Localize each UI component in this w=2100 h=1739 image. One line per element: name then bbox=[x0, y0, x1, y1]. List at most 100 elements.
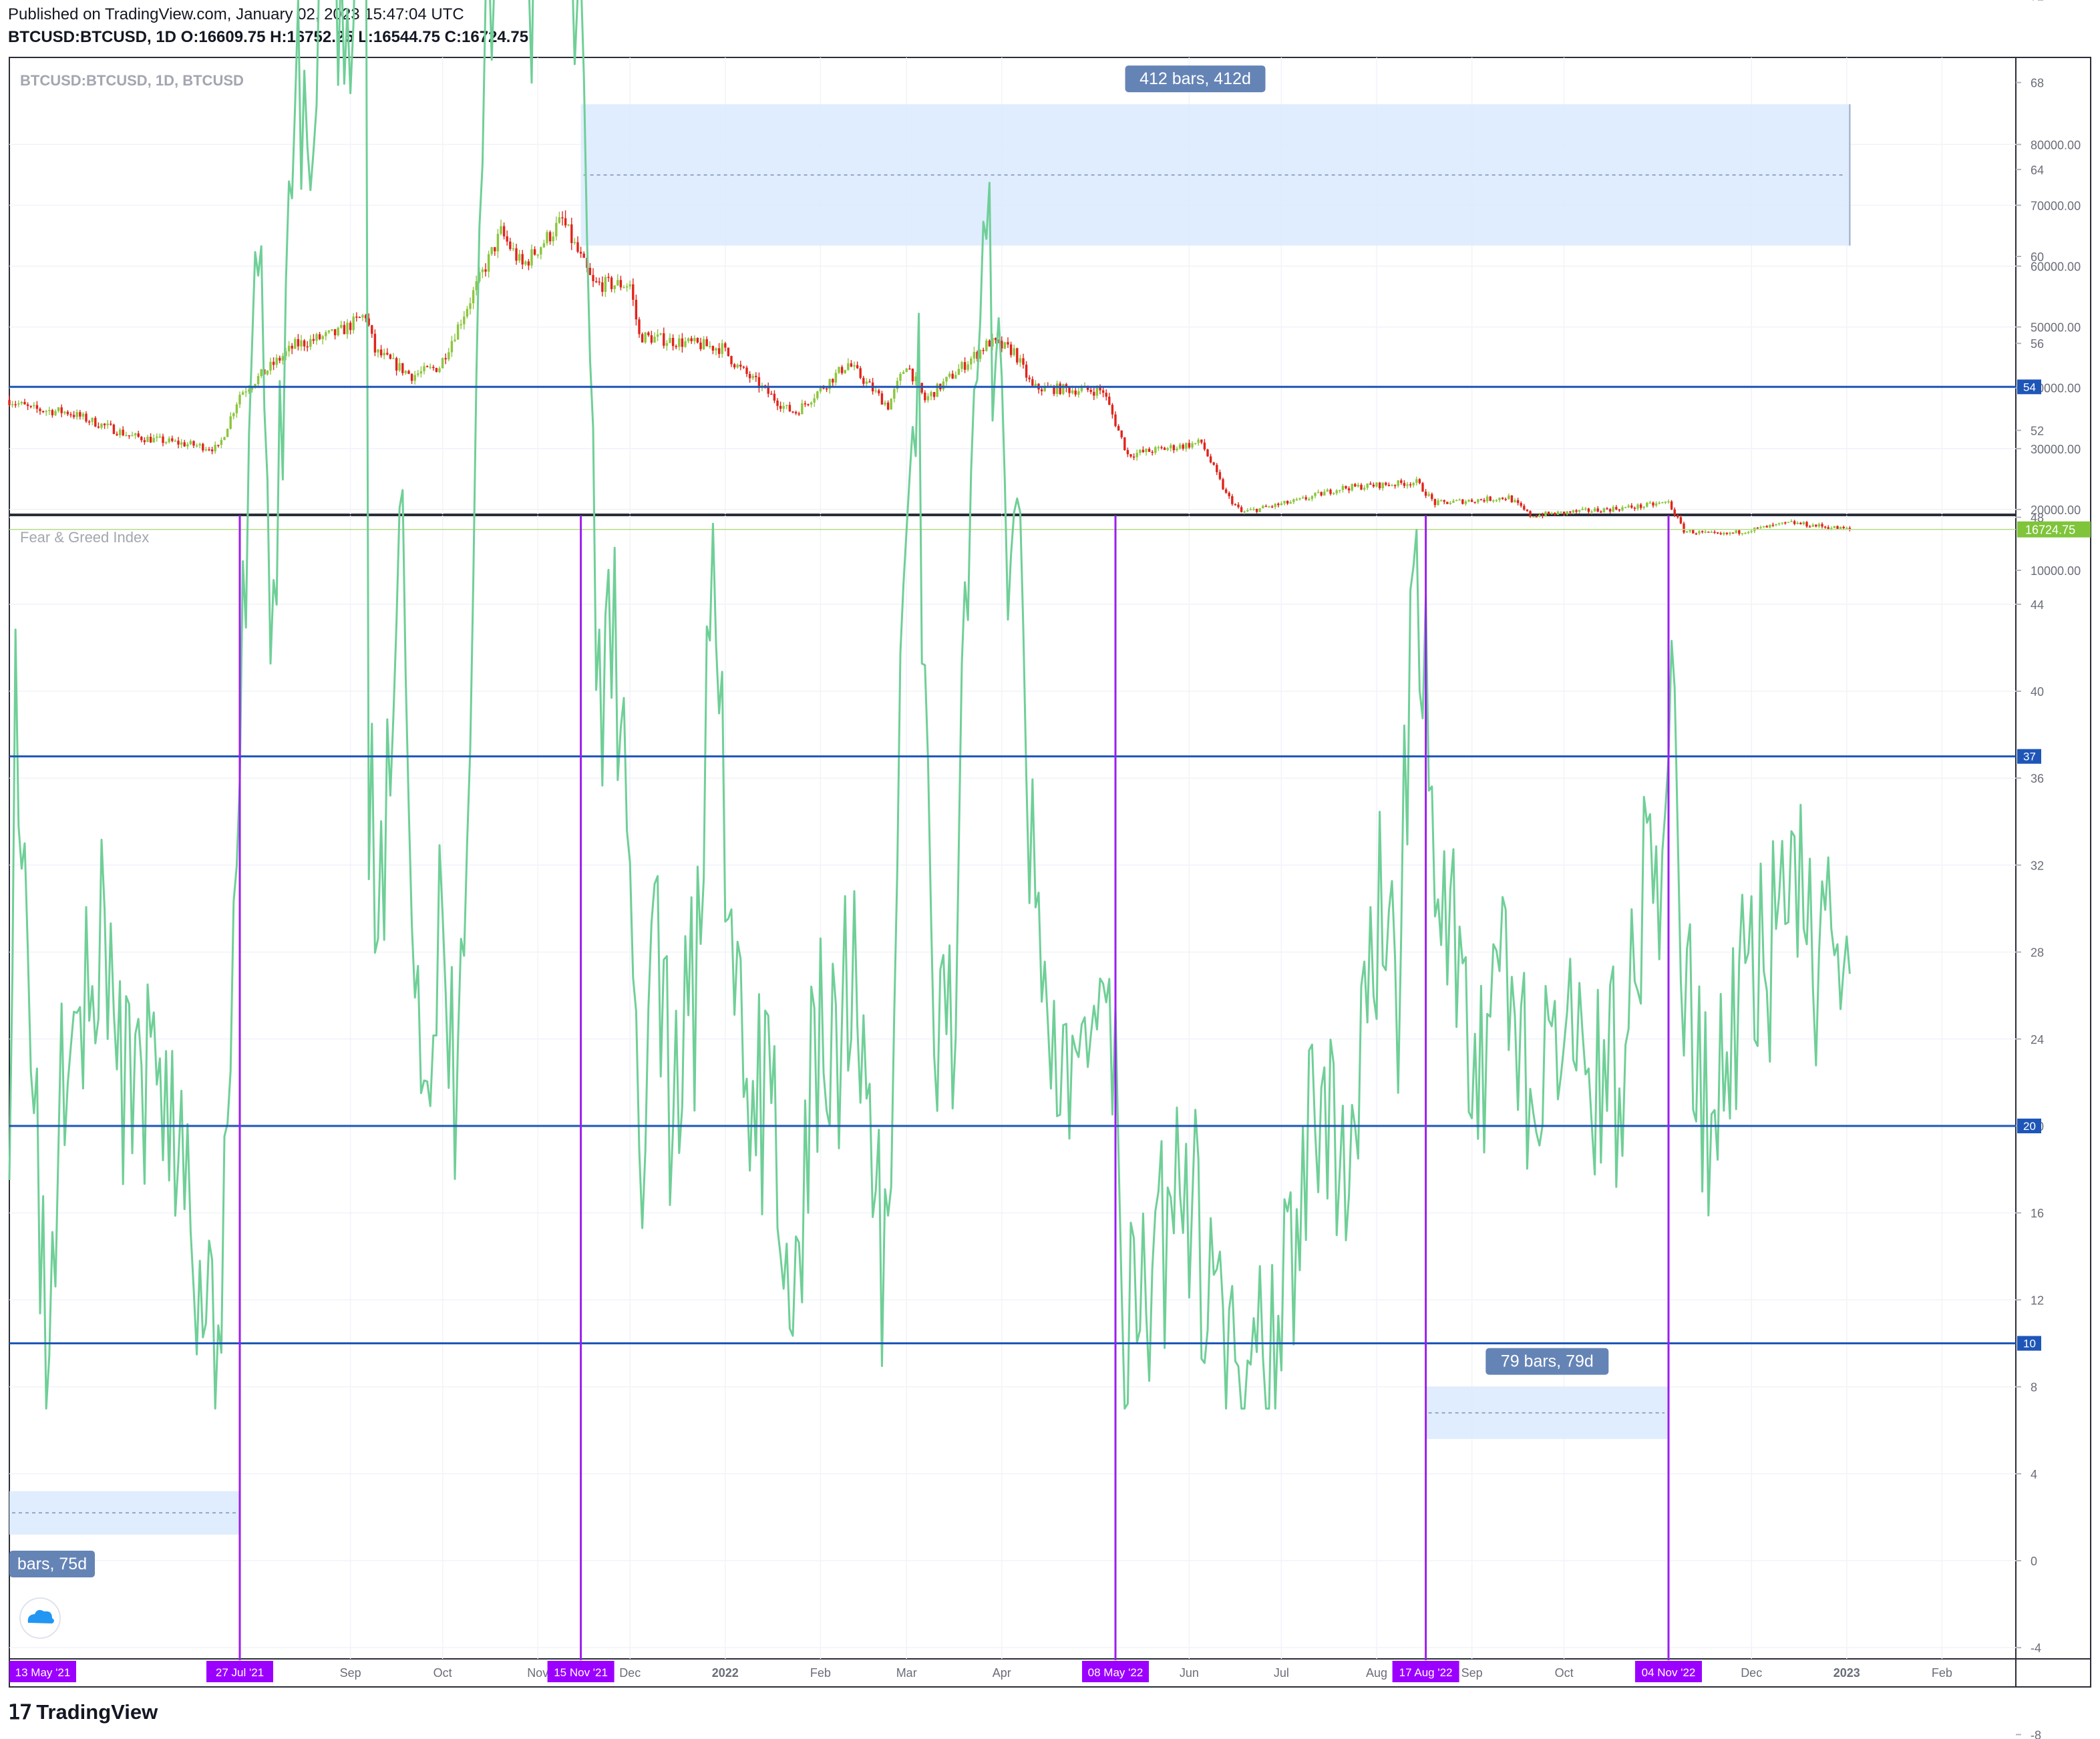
price-tick-label: 20000.00 bbox=[2031, 504, 2081, 517]
date-range-label-box bbox=[1485, 1348, 1609, 1375]
candle-body bbox=[647, 332, 650, 335]
date-range-box[interactable] bbox=[9, 1491, 240, 1535]
candle-body bbox=[75, 412, 78, 417]
candle-body bbox=[1636, 504, 1639, 509]
candle-body bbox=[1381, 482, 1384, 489]
candle-body bbox=[1234, 504, 1237, 506]
candle-body bbox=[168, 438, 170, 443]
candle-body bbox=[1016, 348, 1019, 363]
candle-body bbox=[1145, 449, 1148, 452]
candle-body bbox=[801, 403, 804, 415]
fg-tick-label: 52 bbox=[2031, 424, 2044, 437]
date-marker-label: 13 May '21 bbox=[15, 1666, 71, 1679]
candle-body bbox=[1375, 482, 1378, 487]
candle-body bbox=[1554, 513, 1556, 515]
candle-body bbox=[610, 277, 613, 289]
candle-body bbox=[527, 261, 530, 266]
candle-body bbox=[256, 376, 260, 385]
fg-tick-label: 44 bbox=[2031, 598, 2044, 612]
candle-body bbox=[1339, 490, 1341, 492]
candle-body bbox=[429, 367, 431, 368]
candle-body bbox=[838, 367, 840, 373]
candle-body bbox=[1805, 522, 1808, 527]
candle-body bbox=[410, 373, 413, 381]
candle-body bbox=[1135, 453, 1138, 457]
candle-body bbox=[1231, 496, 1234, 504]
candle-body bbox=[361, 315, 364, 318]
candle-body bbox=[1363, 488, 1366, 490]
candle-body bbox=[779, 405, 782, 409]
indicator-pane[interactable] bbox=[9, 515, 2017, 1660]
candle-body bbox=[312, 339, 315, 341]
price-tick-label: 40000.00 bbox=[2031, 382, 2081, 395]
candle-body bbox=[536, 254, 539, 256]
candle-body bbox=[1108, 396, 1111, 405]
fg-tick-label: 60 bbox=[2031, 250, 2044, 264]
candle-body bbox=[994, 337, 997, 341]
candle-body bbox=[438, 368, 441, 373]
candle-body bbox=[926, 396, 930, 401]
candle-body bbox=[665, 343, 669, 346]
candle-body bbox=[1055, 383, 1059, 394]
candle-body bbox=[1151, 451, 1154, 453]
candle-body bbox=[1080, 387, 1083, 391]
candle-body bbox=[1590, 511, 1593, 513]
candle-body bbox=[1823, 526, 1827, 528]
candle-body bbox=[1790, 521, 1793, 522]
candle-body bbox=[1031, 379, 1034, 386]
candle-body bbox=[521, 254, 524, 265]
candle-body bbox=[1068, 387, 1071, 393]
candle-body bbox=[1341, 486, 1345, 490]
candle-body bbox=[306, 346, 309, 348]
candle-body bbox=[279, 357, 281, 361]
candle-body bbox=[1612, 507, 1614, 512]
candle-body bbox=[705, 339, 708, 347]
candle-body bbox=[1529, 511, 1532, 517]
candle-body bbox=[669, 337, 671, 343]
candle-body bbox=[625, 286, 629, 288]
candle-body bbox=[773, 393, 776, 401]
candle-body bbox=[1040, 389, 1043, 391]
candle-body bbox=[14, 404, 17, 405]
candle-body bbox=[905, 368, 908, 373]
candle-body bbox=[825, 388, 828, 390]
candle-body bbox=[1101, 390, 1105, 393]
candle-body bbox=[1716, 532, 1719, 534]
candle-body bbox=[444, 358, 447, 360]
candle-body bbox=[1510, 496, 1514, 503]
candle-body bbox=[1264, 506, 1268, 508]
candle-body bbox=[1461, 499, 1464, 504]
candle-body bbox=[1615, 507, 1618, 510]
candle-body bbox=[146, 437, 149, 443]
candle-body bbox=[1741, 533, 1744, 534]
candle-body bbox=[1332, 493, 1335, 495]
candle-body bbox=[244, 391, 247, 393]
candle-body bbox=[349, 323, 352, 331]
date-range-box[interactable] bbox=[1425, 1386, 1669, 1439]
candle-body bbox=[1433, 499, 1437, 506]
candle-body bbox=[721, 343, 723, 354]
candle-body bbox=[1581, 508, 1584, 510]
open-value: 16609.75 bbox=[198, 28, 266, 46]
date-range-label-box bbox=[9, 1550, 95, 1577]
candle-body bbox=[623, 287, 625, 288]
candle-body bbox=[1593, 508, 1596, 512]
candle-body bbox=[1170, 445, 1172, 449]
candle-body bbox=[1698, 531, 1701, 534]
candle-body bbox=[659, 333, 662, 335]
candle-body bbox=[1034, 383, 1037, 386]
candle-body bbox=[294, 339, 297, 349]
candle-body bbox=[1354, 484, 1357, 487]
candle-body bbox=[798, 413, 800, 415]
candle-body bbox=[899, 373, 902, 381]
candle-body bbox=[358, 317, 361, 319]
candle-body bbox=[911, 369, 914, 381]
candle-body bbox=[1815, 524, 1817, 527]
candle-body bbox=[1270, 506, 1274, 508]
candle-body bbox=[1793, 521, 1796, 524]
time-tick-label: 2022 bbox=[712, 1666, 739, 1680]
price-pane-title: BTCUSD:BTCUSD, 1D, BTCUSD bbox=[20, 72, 244, 89]
candle-body bbox=[1209, 456, 1212, 463]
candle-body bbox=[1246, 510, 1249, 512]
